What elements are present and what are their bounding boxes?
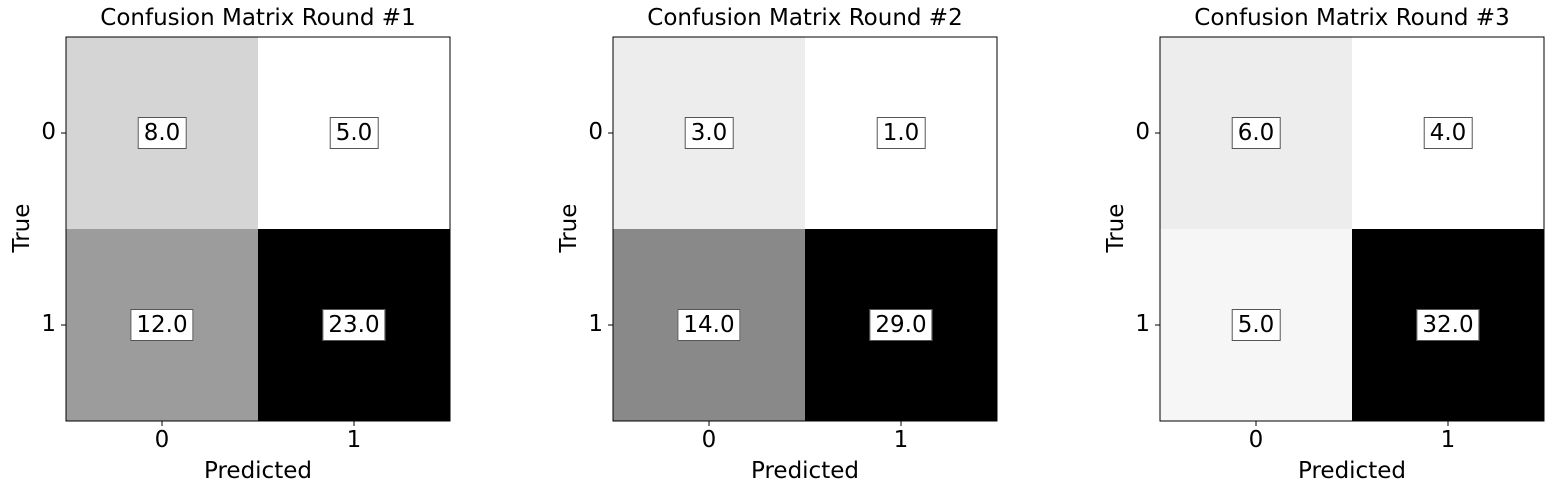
cell-value-label: 1.0 [876,117,926,149]
y-axis-label: True [1103,203,1129,253]
y-tick-label: 1 [1135,311,1150,337]
cell-value-label: 12.0 [130,309,194,341]
chart-title: Confusion Matrix Round #3 [1194,5,1510,31]
chart-title: Confusion Matrix Round #1 [100,5,416,31]
x-axis-label: Predicted [751,458,859,484]
cell-value-label: 4.0 [1423,117,1473,149]
cell-value-label: 3.0 [684,117,734,149]
confusion-matrix-panel-1: Confusion Matrix Round #1 0 1 0 1 8.0 5.0 12.0 2… [0,0,500,495]
heatmap-plot [61,36,451,426]
cell-value-label: 32.0 [1416,309,1480,341]
cell-value-label: 23.0 [322,309,386,341]
chart-title: Confusion Matrix Round #2 [647,5,963,31]
x-axis-label: Predicted [1298,458,1406,484]
x-tick-label: 1 [346,427,362,453]
y-tick-label: 0 [1135,119,1150,145]
heatmap-plot [608,36,998,426]
cell-value-label: 6.0 [1231,117,1281,149]
x-tick-label: 0 [701,427,717,453]
axes-frame [612,36,998,422]
cell-value-label: 8.0 [137,117,187,149]
x-tick-label: 1 [1440,427,1456,453]
x-axis-label: Predicted [204,458,312,484]
x-tick-label: 0 [154,427,170,453]
heatmap-plot [1155,36,1545,426]
cell-value-label: 5.0 [329,117,379,149]
y-tick-label: 1 [588,311,603,337]
y-tick-label: 1 [41,311,56,337]
cell-value-label: 29.0 [869,309,933,341]
axes-frame [1159,36,1545,422]
x-tick-label: 0 [1248,427,1264,453]
y-tick-label: 0 [41,119,56,145]
x-tick-label: 1 [893,427,909,453]
cell-value-label: 5.0 [1231,309,1281,341]
y-axis-label: True [556,203,582,253]
cell-value-label: 14.0 [677,309,741,341]
confusion-matrix-panel-3: Confusion Matrix Round #3 0 1 0 1 6.0 4.0 5.0 32… [1094,0,1553,495]
confusion-matrix-panel-2: Confusion Matrix Round #2 0 1 0 1 3.0 1.0 14.0 2… [547,0,1047,495]
axes-frame [65,36,451,422]
y-axis-label: True [9,203,35,253]
y-tick-label: 0 [588,119,603,145]
